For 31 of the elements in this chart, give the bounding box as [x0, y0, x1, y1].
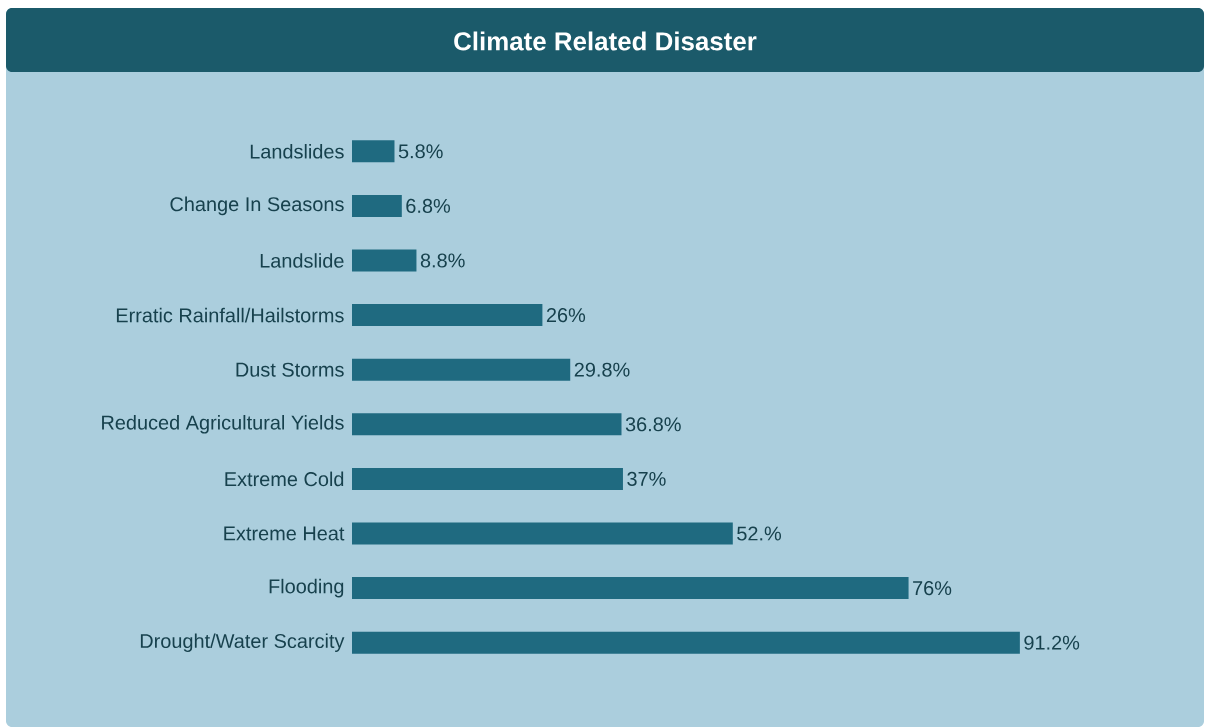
y-tick-label: Reduced Agricultural Yields [102, 415, 344, 434]
bar [352, 304, 543, 327]
y-tick-label: Change In Seasons [170, 196, 344, 216]
bar [352, 413, 622, 436]
data-label: 6.8% [406, 198, 451, 213]
y-tick-label: Extreme Heat [224, 526, 345, 541]
data-label: 76% [913, 581, 952, 596]
bar [352, 522, 733, 545]
data-label: 8.8% [420, 253, 465, 268]
y-tick-label: Landslide [260, 253, 344, 268]
y-tick-label: Dust Storms [236, 362, 344, 377]
y-tick-label: Erratic Rainfall/Hailstorms [116, 307, 344, 323]
bar [352, 140, 395, 163]
data-label: 5.8% [398, 144, 443, 159]
bar [352, 577, 909, 600]
bar [352, 467, 623, 490]
data-label: 52.% [737, 526, 782, 541]
bar [352, 631, 1020, 654]
y-tick-label: Flooding [269, 578, 344, 598]
bar [352, 249, 417, 272]
bar [352, 194, 402, 217]
data-label: 36.8% [625, 417, 681, 432]
data-label: 26% [546, 308, 586, 323]
y-tick-label: Landslides [250, 143, 344, 159]
data-label: 91.2% [1024, 635, 1080, 650]
y-tick-label: Extreme Cold [225, 471, 344, 487]
y-tick-label: Drought/Water Scarcity [140, 633, 345, 652]
data-label: 29.8% [574, 362, 630, 377]
bar [352, 358, 571, 381]
data-label: 37% [627, 471, 666, 486]
chart-title: Climate Related Disaster [454, 31, 757, 51]
